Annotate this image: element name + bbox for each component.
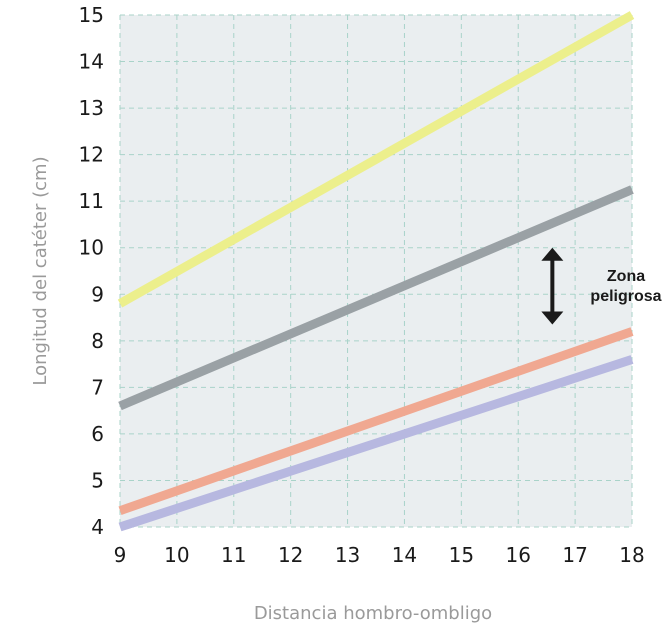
y-tick-label: 4: [91, 515, 104, 539]
series-line-1: [117, 11, 635, 308]
x-tick-label: 15: [449, 543, 474, 567]
y-tick-label: 5: [91, 468, 104, 492]
danger-zone-annotation: Zona peligrosa: [541, 247, 662, 325]
x-tick-label: 12: [278, 543, 303, 567]
annotation-line-2: peligrosa: [590, 288, 661, 305]
x-tick-label: 14: [392, 543, 417, 567]
series-lines: [117, 11, 635, 532]
series-line-3: [118, 327, 634, 515]
y-tick-label: 9: [91, 282, 104, 306]
x-tick-label: 9: [114, 543, 127, 567]
y-tick-label: 14: [79, 50, 104, 74]
y-tick-labels: 4 5 6 7 8 9 10 11 12 13 14 15: [79, 3, 104, 539]
y-tick-label: 6: [91, 422, 104, 446]
y-axis-title: Longitud del catéter (cm): [30, 156, 51, 385]
x-tick-label: 16: [505, 543, 530, 567]
y-tick-label: 11: [79, 189, 104, 213]
x-tick-label: 10: [164, 543, 189, 567]
y-tick-label: 13: [79, 96, 104, 120]
x-tick-labels: 9 10 11 12 13 14 15 16 17 18: [114, 543, 645, 567]
series-line-2: [118, 185, 634, 411]
y-tick-label: 15: [79, 3, 104, 27]
annotation-line-1: Zona: [607, 268, 645, 285]
x-tick-label: 11: [221, 543, 246, 567]
x-tick-label: 13: [335, 543, 360, 567]
y-tick-label: 7: [91, 375, 104, 399]
y-tick-label: 8: [91, 329, 104, 353]
arrow-head-up-icon: [541, 247, 564, 261]
x-tick-label: 18: [619, 543, 644, 567]
y-tick-label: 10: [79, 236, 104, 260]
x-tick-label: 17: [562, 543, 587, 567]
y-tick-label: 12: [79, 143, 104, 167]
plot-area: [120, 15, 632, 527]
x-axis-title: Distancia hombro-ombligo: [254, 603, 492, 624]
arrow-head-down-icon: [541, 311, 564, 325]
series-line-4: [118, 355, 634, 532]
